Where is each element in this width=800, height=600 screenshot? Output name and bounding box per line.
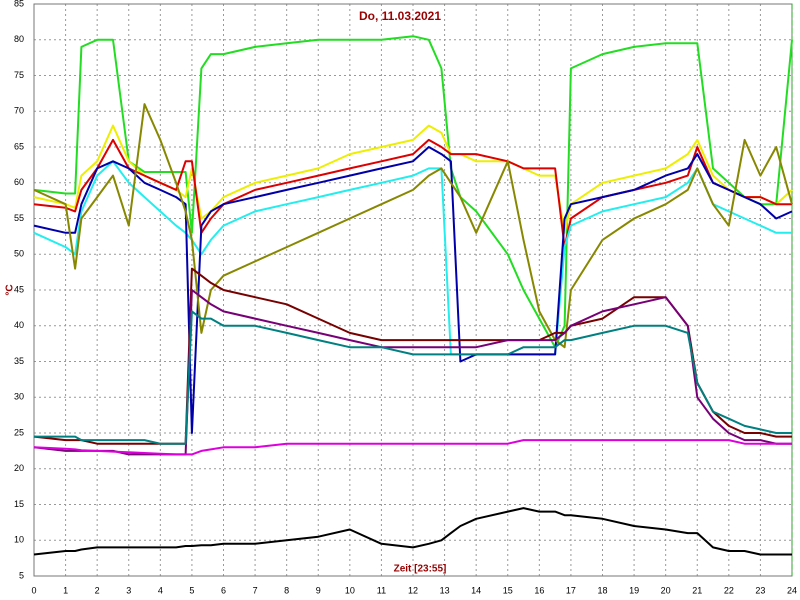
x-tick-label: 9 [316, 585, 321, 595]
series-line [33, 439, 792, 456]
y-tick-label: 55 [14, 213, 24, 223]
y-tick-label: 5 [19, 570, 24, 580]
x-tick-label: 3 [126, 585, 131, 595]
y-tick-label: 85 [14, 0, 24, 8]
x-tick-label: 18 [597, 585, 607, 595]
y-tick-label: 40 [14, 320, 24, 330]
x-tick-label: 7 [253, 585, 258, 595]
y-tick-label: 45 [14, 284, 24, 294]
x-tick-label: 14 [471, 585, 481, 595]
x-tick-label: 12 [408, 585, 418, 595]
series-line [33, 146, 793, 434]
x-tick-label: 8 [284, 585, 289, 595]
y-tick-label: 70 [14, 106, 24, 116]
y-tick-label: 25 [14, 427, 24, 437]
x-tick-label: 1 [63, 585, 68, 595]
x-tick-label: 16 [534, 585, 544, 595]
x-tick-label: 11 [377, 585, 386, 595]
series-line [33, 289, 792, 456]
y-axis-label: °C [5, 284, 16, 295]
x-tick-label: 20 [661, 585, 671, 595]
x-tick-label: 23 [755, 585, 765, 595]
x-tick-label: 10 [345, 585, 355, 595]
x-tick-label: 24 [787, 585, 797, 595]
x-axis-label: Zeit [23:55] [394, 564, 447, 575]
y-tick-label: 60 [14, 177, 24, 187]
chart-title: Do, 11.03.2021 [359, 9, 441, 23]
y-tick-label: 35 [14, 356, 24, 366]
y-tick-label: 20 [14, 463, 24, 473]
x-tick-label: 13 [440, 585, 450, 595]
x-tick-label: 2 [95, 585, 100, 595]
x-tick-label: 0 [31, 585, 36, 595]
x-tick-label: 15 [503, 585, 513, 595]
x-tick-label: 4 [158, 585, 163, 595]
x-tick-label: 22 [724, 585, 734, 595]
y-tick-label: 50 [14, 249, 24, 259]
series-line [34, 310, 792, 445]
x-tick-label: 17 [566, 585, 576, 595]
x-tick-label: 21 [692, 585, 702, 595]
y-tick-label: 10 [14, 535, 24, 545]
plot-frame [33, 3, 793, 577]
series-line [33, 35, 793, 349]
y-tick-label: 30 [14, 392, 24, 402]
x-tick-label: 5 [189, 585, 194, 595]
series-line [33, 160, 792, 356]
series-line [33, 138, 792, 249]
y-tick-label: 65 [14, 141, 24, 151]
series-line [33, 507, 792, 556]
y-tick-label: 80 [14, 34, 24, 44]
y-tick-label: 15 [14, 499, 24, 509]
series-line [33, 103, 793, 349]
y-tick-label: 75 [14, 70, 24, 80]
x-tick-label: 6 [221, 585, 226, 595]
x-tick-label: 19 [629, 585, 639, 595]
